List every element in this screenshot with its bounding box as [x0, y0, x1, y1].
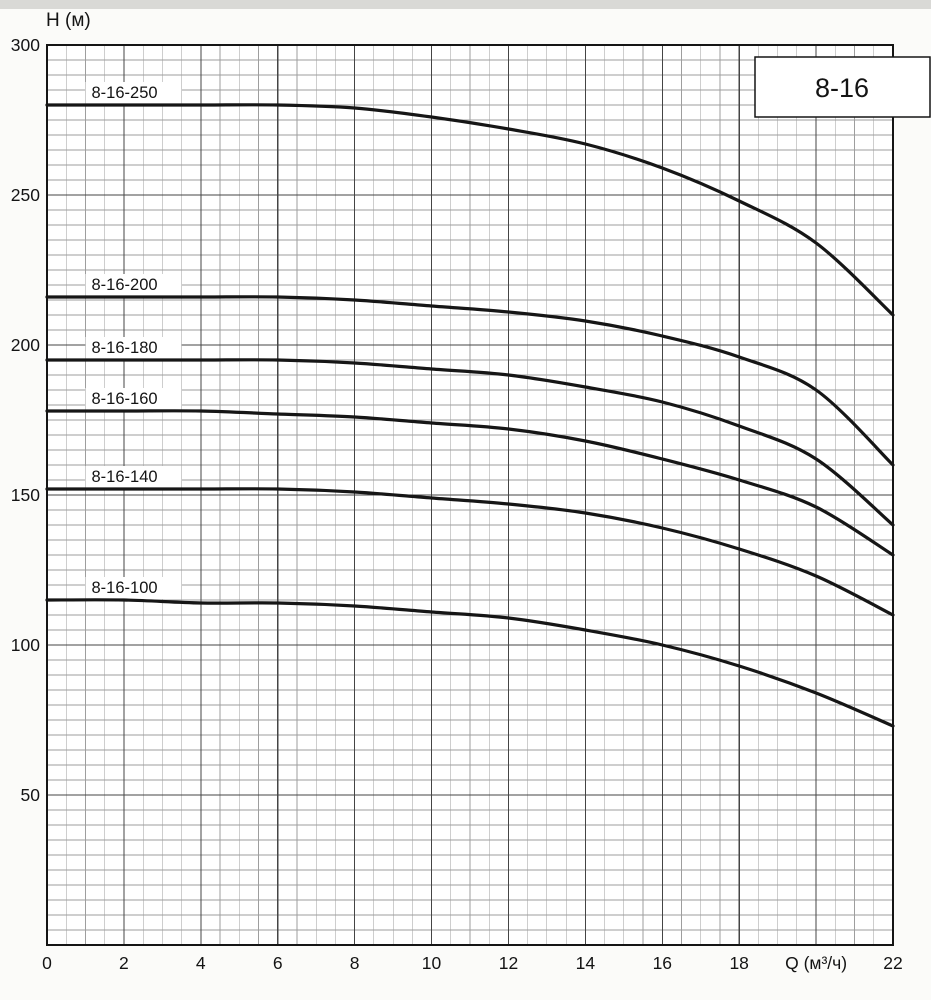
x-axis-tick-label: 16	[653, 953, 672, 973]
y-axis-title: H (м)	[46, 10, 91, 31]
curve-8-16-100	[45, 598, 895, 728]
curve-8-16-160	[45, 409, 895, 557]
y-axis-tick-labels: 50 100 150 200 250 300	[11, 35, 40, 805]
curve-label-text: 8-16-200	[92, 276, 158, 294]
y-axis-tick-label: 250	[11, 185, 40, 205]
page-top-strip	[0, 0, 931, 9]
curve-label-text: 8-16-250	[92, 84, 158, 102]
series-designation-frame	[754, 56, 931, 118]
curve-label-8-16-250: 8-16-250	[85, 82, 182, 104]
x-axis-tick-label: 14	[576, 953, 596, 973]
curve-label-8-16-200: 8-16-200	[85, 274, 182, 296]
curve-label-bg	[85, 82, 182, 104]
curve-label-8-16-180: 8-16-180	[85, 337, 182, 359]
x-axis-tick-label: 12	[499, 953, 518, 973]
curve-label-text: 8-16-160	[92, 390, 158, 408]
series-designation-box: 8-16	[754, 56, 931, 118]
series-designation-label: 8-16	[815, 73, 869, 103]
curve-8-16-180	[45, 358, 895, 527]
y-axis-tick-label: 50	[21, 785, 41, 805]
x-axis-tick-label: 6	[273, 953, 283, 973]
x-axis-tick-labels: 0 2 4 6 8 10 12 14 16 18 Q (м³/ч) 22	[42, 953, 903, 973]
x-axis-tick-label: 10	[422, 953, 442, 973]
curve-label-8-16-140: 8-16-140	[85, 466, 182, 488]
y-axis-tick-label: 300	[11, 35, 40, 55]
x-axis-title: Q (м³/ч)	[785, 953, 847, 973]
x-axis-tick-label: 8	[350, 953, 360, 973]
curve-8-16-250	[45, 103, 895, 317]
y-axis-tick-label: 100	[11, 635, 40, 655]
x-axis-tick-label: 0	[42, 953, 52, 973]
curve-label-bg	[85, 577, 182, 599]
x-axis-tick-label: 4	[196, 953, 206, 973]
x-axis-tick-label: 2	[119, 953, 129, 973]
curve-label-bg	[85, 337, 182, 359]
curve-label-bg	[85, 466, 182, 488]
x-axis-tick-label: 18	[729, 953, 748, 973]
curve-label-8-16-100: 8-16-100	[85, 577, 182, 599]
plot-frame	[46, 44, 894, 946]
x-axis-tick-label: 22	[883, 953, 902, 973]
y-axis-tick-label: 150	[11, 485, 40, 505]
curve-label-text: 8-16-140	[92, 468, 158, 486]
y-axis-tick-label: 200	[11, 335, 40, 355]
curve-8-16-140	[45, 487, 895, 617]
curve-label-text: 8-16-100	[92, 579, 158, 597]
curve-label-bg	[85, 274, 182, 296]
curve-label-text: 8-16-180	[92, 339, 158, 357]
curve-8-16-200	[45, 295, 895, 467]
curve-label-bg	[85, 388, 182, 410]
curve-label-8-16-160: 8-16-160	[85, 388, 182, 410]
